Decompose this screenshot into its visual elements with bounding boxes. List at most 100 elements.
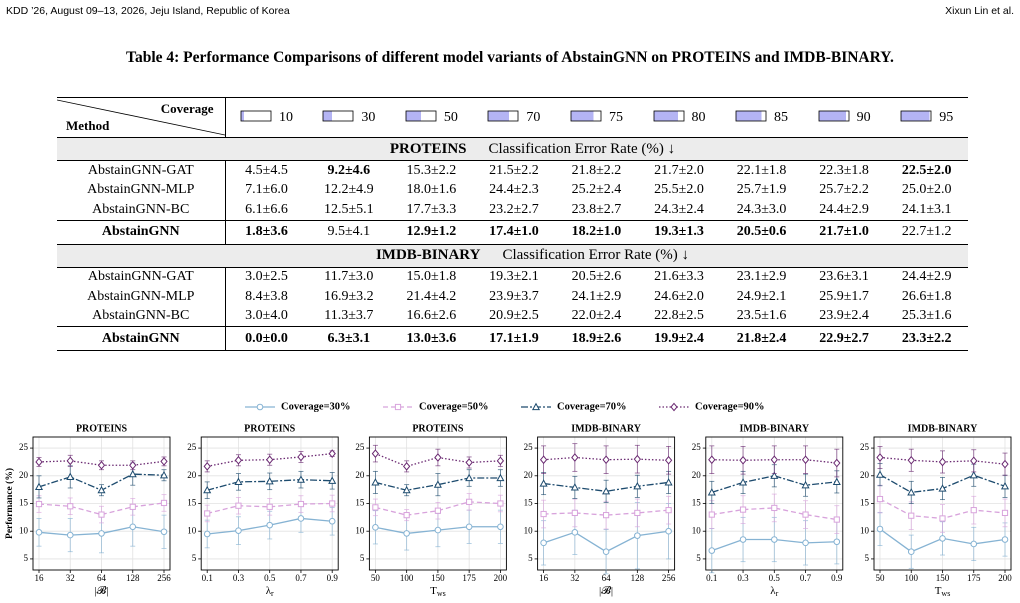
value-cell: 22.1±1.8 [736,162,787,178]
marker [433,480,442,488]
marker [771,504,778,512]
marker [329,500,336,507]
value-cell: 9.2±4.6 [327,162,371,178]
marker [907,548,915,556]
value-cell: 25.0±2.0 [901,182,952,198]
marker [402,485,411,494]
marker [35,457,43,467]
x-label-main: |𝓑| [94,585,108,597]
marker [1001,459,1009,469]
y-tick-label: 5 [192,553,197,563]
marker [833,458,841,468]
value-cell: 24.1±2.9 [571,288,622,304]
value-cell: 24.9±2.1 [736,288,787,304]
method-cell: AbstainGNN [57,219,226,245]
y-tick-label: 5 [865,553,870,563]
marker [970,507,977,514]
method-cell: AbstainGNN-GAT [57,267,226,287]
coverage-icon [900,110,932,121]
x-label-main: λ [770,585,776,597]
marker [907,455,915,465]
table-row: AbstainGNN 0.0±0.0 6.3±3.1 13.0±3.6 17.1±1.9… [57,326,968,351]
marker [875,470,885,478]
y-tick-label: 5 [528,553,533,563]
coverage-icon [735,110,767,121]
section-row: IMDB-BINARY Classification Error Rate (%)… [57,244,968,268]
value-cell: 8.4±3.8 [245,288,288,304]
x-tick-label: 16 [35,573,45,583]
marker [297,515,305,522]
coverage-fill [901,110,930,121]
value-cell: 13.0±3.6 [390,326,473,351]
x-label-sub: r [271,589,274,598]
y-tick-label: 10 [860,525,870,535]
marker [1001,536,1009,543]
coverage-icon [570,110,602,121]
series-line [375,477,501,491]
value-cell: 12.9±1.2 [390,219,473,245]
series-line [207,502,333,515]
x-tick-label: 175 [967,573,981,583]
value-cell: 22.5±2.0 [901,162,952,178]
value-cell: 16.9±3.2 [323,288,374,304]
coverage-icon [653,110,684,121]
marker [265,476,274,485]
x-axis-label: λr [266,585,274,598]
coverage-header: 80 [637,97,721,138]
coverage-value: 70 [526,109,541,125]
x-axis-label: |𝓑| [94,585,108,597]
marker [1000,481,1010,490]
marker [160,499,168,507]
marker [266,503,273,510]
table-row: AbstainGNN 1.8±3.6 9.5±4.1 12.9±1.2 17.4±1.0… [57,219,968,245]
value-cell: 21.4±4.2 [406,288,457,304]
value-cell: 15.3±2.2 [406,162,457,178]
table-row: AbstainGNN-MLP 7.1±6.0 12.2±4.9 18.0±1.6 24.… [57,180,968,200]
coverage-value: 90 [856,109,871,125]
coverage-value: 30 [361,109,376,125]
value-cell: 25.9±1.7 [819,288,869,304]
marker [297,452,305,462]
coverage-frame [405,110,437,121]
marker [128,469,137,478]
marker [571,509,578,517]
marker [98,511,105,518]
marker [739,506,747,513]
value-cell: 11.3±3.7 [324,308,374,324]
coverage-value: 95 [939,109,954,125]
x-tick-label: 16 [539,573,549,583]
x-axis-label: Tws [430,585,446,598]
marker [256,403,264,411]
x-axis-label: Tws [935,585,951,598]
marker [876,495,884,503]
y-tick-label: 25 [19,442,29,452]
chart-title: PROTEINS [76,423,128,434]
coverage-frame [653,110,684,121]
y-tick-label: 5 [696,553,701,563]
x-tick-label: 175 [462,573,476,583]
value-cell: 15.0±1.8 [406,269,457,285]
y-tick-label: 25 [524,442,534,452]
y-tick-label: 10 [692,525,702,535]
marker [98,530,105,537]
chart-title: IMDB-BINARY [739,423,809,434]
value-cell: 23.9±3.7 [489,288,539,304]
marker [328,449,336,459]
marker [129,503,136,510]
x-label-main: λ [266,585,272,597]
value-cell: 23.8±2.7 [571,201,622,217]
y-tick-label: 10 [19,525,29,535]
value-cell: 20.5±0.6 [720,219,803,245]
running-header: KDD ’26, August 09–13, 2026, Jeju Island… [6,5,290,17]
coverage-fill [653,110,678,121]
marker [739,478,748,486]
marker [496,456,505,466]
value-cell: 23.2±2.7 [489,201,539,217]
y-tick-label: 15 [860,498,870,508]
method-cell: AbstainGNN [57,326,226,351]
value-cell: 17.4±1.0 [472,219,556,245]
coverage-header: 30 [307,97,391,138]
value-cell: 24.4±2.3 [489,182,539,198]
x-tick-label: 0.7 [800,573,812,583]
